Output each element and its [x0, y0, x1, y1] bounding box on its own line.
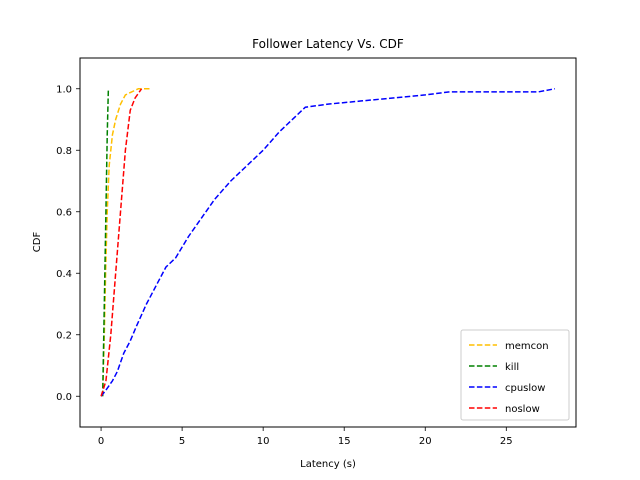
x-tick-label: 15: [338, 436, 351, 447]
y-tick-label: 0.0: [56, 392, 72, 403]
x-tick-label: 5: [179, 436, 185, 447]
y-tick-label: 0.6: [56, 207, 72, 218]
x-axis-label: Latency (s): [300, 459, 356, 470]
legend-label-kill: kill: [505, 362, 519, 373]
x-tick-label: 0: [98, 436, 104, 447]
y-axis-label: CDF: [32, 232, 43, 253]
legend-label-noslow: noslow: [505, 404, 540, 415]
x-tick-label: 20: [419, 436, 432, 447]
y-tick-label: 1.0: [56, 84, 72, 95]
x-tick-label: 10: [257, 436, 270, 447]
y-tick-label: 0.8: [56, 146, 72, 157]
legend-label-memcon: memcon: [505, 341, 549, 352]
y-tick-label: 0.4: [56, 269, 72, 280]
legend: memcon kill cpuslow noslow: [461, 330, 569, 420]
chart-title: Follower Latency Vs. CDF: [252, 37, 404, 51]
x-tick-label: 25: [500, 436, 513, 447]
y-tick-label: 0.2: [56, 330, 72, 341]
legend-label-cpuslow: cpuslow: [505, 383, 545, 394]
